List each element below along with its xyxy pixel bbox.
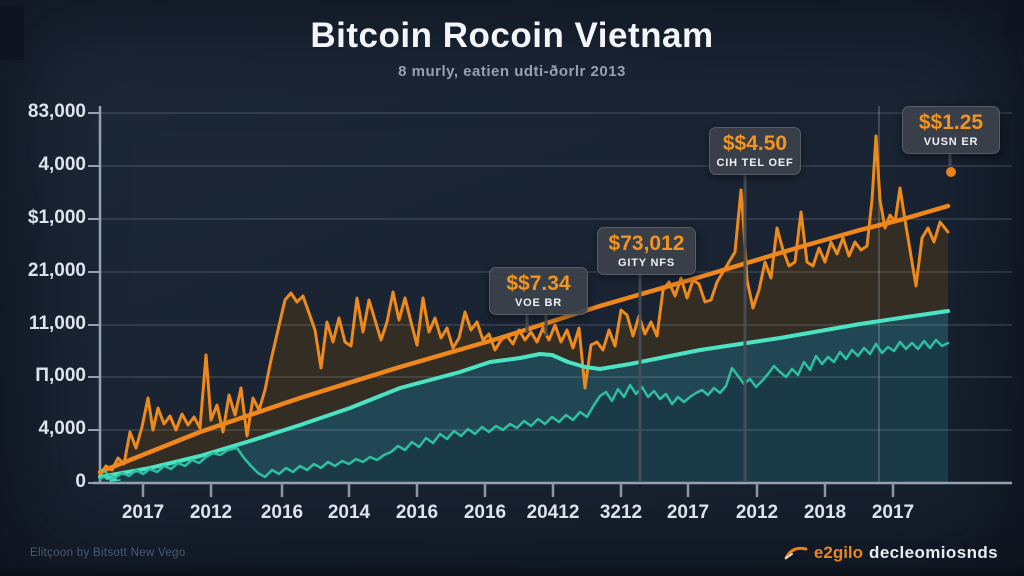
attribution-text: Elitçoon by Bitsott New Vego <box>30 547 186 559</box>
x-axis-label: 20412 <box>526 502 580 523</box>
brand-suffix: decleomiosnds <box>869 543 998 562</box>
chart-subtitle: 8 murly, eatien udti-ðorlr 2013 <box>398 63 626 80</box>
callout-label: VOE BR <box>515 297 562 309</box>
x-axis-label: 2012 <box>735 502 779 523</box>
callout-value: $$4.50 <box>722 132 788 155</box>
y-axis-label: 4,000 <box>38 418 86 439</box>
x-axis-label: 2016 <box>395 502 439 523</box>
brand-swoosh-icon <box>784 546 808 560</box>
brand-logo: e2gilo decleomiosnds <box>784 543 998 563</box>
chart-header: Bitcoin Rocoin Vietnam 8 murly, eatien u… <box>0 16 1024 80</box>
y-axis-label: $1,000 <box>27 207 86 228</box>
x-axis-label: 2017 <box>121 502 165 523</box>
callout-label: CIH TEL OEF <box>716 157 794 169</box>
corner-shade-top-left <box>0 6 24 60</box>
y-axis-label: 83,000 <box>27 101 86 122</box>
series-trend <box>97 203 951 475</box>
y-axis-label: 11,000 <box>28 313 86 334</box>
callout-value: $$7.34 <box>506 272 571 295</box>
x-axis-label: 2017 <box>871 502 915 523</box>
callout-value: $73,012 <box>608 232 685 255</box>
y-axis-label: 4,000 <box>38 154 86 175</box>
callout-0: $$7.34 VOE BR <box>489 267 588 315</box>
series-teal-volatile <box>98 338 950 481</box>
callout-3: $$1.25 VUSN ER <box>902 106 1000 154</box>
series-origin-scribble <box>101 469 121 482</box>
x-axis-label: 2017 <box>666 502 710 523</box>
page-title: Bitcoin Rocoin Vietnam <box>310 16 714 55</box>
callout-label: GITY NFS <box>618 257 675 269</box>
series-teal-smooth <box>98 309 950 479</box>
y-axis-label: 21,000 <box>27 260 86 281</box>
y-axis-label: 0 <box>75 471 86 492</box>
x-axis-label: 2016 <box>463 502 507 523</box>
x-axis-label: 2016 <box>260 502 304 523</box>
callout-value: $$1.25 <box>918 111 984 134</box>
x-axis-label: 3212 <box>599 502 643 523</box>
callout-dot <box>946 167 956 177</box>
bottom-shade <box>0 566 1024 576</box>
callout-label: VUSN ER <box>923 136 979 148</box>
x-axis-label: 2018 <box>803 502 847 523</box>
fill-orange-to-teal <box>100 136 948 477</box>
callout-1: $73,012 GITY NFS <box>597 227 696 275</box>
callout-2: $$4.50 CIH TEL OEF <box>709 127 801 175</box>
corner-shade-top-right <box>1004 0 1024 38</box>
x-axis-label: 2014 <box>327 502 371 523</box>
y-axis-label: Π,000 <box>35 365 86 386</box>
fill-under-teal-volatile <box>100 340 948 483</box>
series-price-volatile <box>98 134 950 477</box>
x-axis-label: 2012 <box>189 502 233 523</box>
brand-name: e2gilo <box>813 543 864 562</box>
